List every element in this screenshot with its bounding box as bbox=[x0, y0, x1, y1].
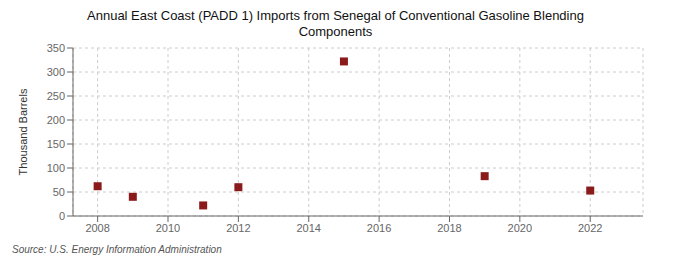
svg-text:100: 100 bbox=[47, 162, 65, 174]
svg-text:2008: 2008 bbox=[85, 222, 109, 234]
svg-text:2018: 2018 bbox=[437, 222, 461, 234]
svg-text:Thousand Barrels: Thousand Barrels bbox=[17, 88, 29, 175]
html-text:Components: Components bbox=[298, 24, 373, 39]
svg-text:2014: 2014 bbox=[296, 222, 320, 234]
svg-text:250: 250 bbox=[47, 90, 65, 102]
svg-text:300: 300 bbox=[47, 66, 65, 78]
svg-text:2020: 2020 bbox=[508, 222, 532, 234]
svg-text:2022: 2022 bbox=[578, 222, 602, 234]
html-text:Annual East Coast (PADD 1) Imp: Annual East Coast (PADD 1) Imports from … bbox=[87, 8, 584, 23]
svg-text:150: 150 bbox=[47, 138, 65, 150]
svg-text:0: 0 bbox=[59, 210, 65, 222]
svg-text:200: 200 bbox=[47, 114, 65, 126]
svg-text:350: 350 bbox=[47, 42, 65, 54]
svg-text:2010: 2010 bbox=[156, 222, 180, 234]
svg-text:50: 50 bbox=[53, 186, 65, 198]
svg-text:2016: 2016 bbox=[367, 222, 391, 234]
svg-text:2012: 2012 bbox=[226, 222, 250, 234]
html-text:Source: U.S. Energy Informatio: Source: U.S. Energy Information Administ… bbox=[12, 244, 222, 255]
